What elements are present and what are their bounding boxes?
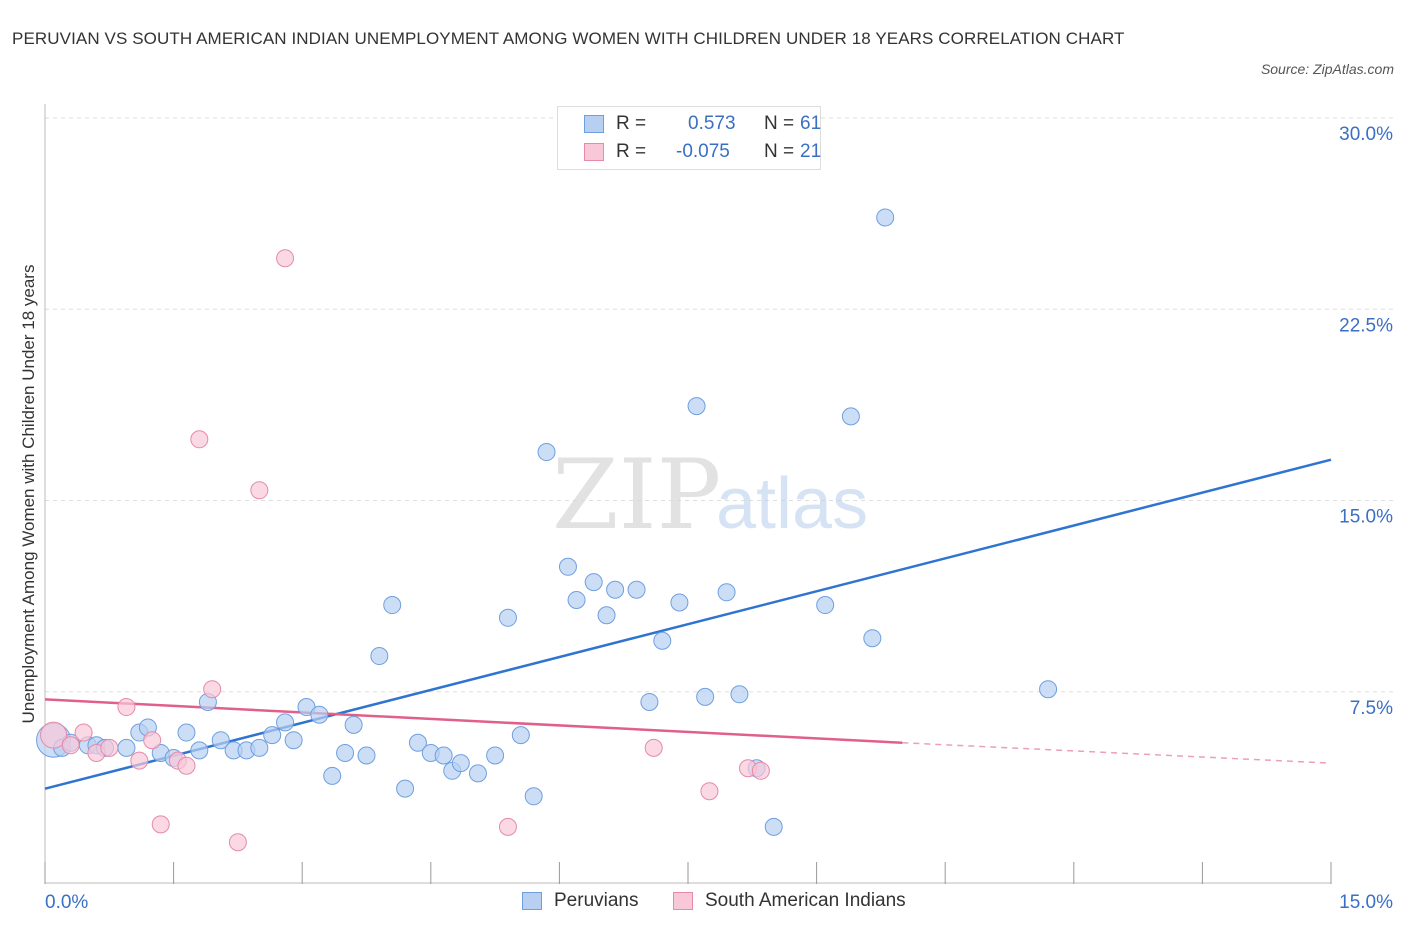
watermark: ZIP atlas bbox=[552, 439, 868, 551]
point-peruvians bbox=[584, 573, 603, 592]
point-south-american-indians bbox=[644, 738, 663, 757]
trendline-south-american-indians-dashed bbox=[902, 742, 1332, 764]
point-peruvians bbox=[370, 647, 389, 666]
point-peruvians bbox=[336, 743, 355, 762]
point-peruvians bbox=[863, 629, 882, 648]
point-peruvians bbox=[816, 596, 835, 615]
point-peruvians bbox=[190, 741, 209, 760]
trendline-peruvians bbox=[44, 458, 1332, 790]
point-peruvians bbox=[344, 715, 363, 734]
point-peruvians bbox=[687, 397, 706, 416]
point-peruvians bbox=[357, 746, 376, 765]
point-south-american-indians bbox=[228, 833, 247, 852]
point-peruvians bbox=[408, 733, 427, 752]
point-peruvians bbox=[434, 746, 453, 765]
x-tick-label: 0.0% bbox=[45, 892, 88, 913]
legend-r-label: R = bbox=[616, 113, 647, 134]
legend-r-value: -0.075 bbox=[676, 141, 730, 162]
y-tick-label: 7.5% bbox=[1350, 698, 1393, 719]
point-peruvians bbox=[310, 705, 329, 724]
point-peruvians bbox=[383, 596, 402, 615]
y-axis-label: Unemployment Among Women with Children U… bbox=[19, 265, 38, 724]
point-peruvians bbox=[468, 764, 487, 783]
point-south-american-indians bbox=[276, 249, 295, 268]
point-peruvians bbox=[730, 685, 749, 704]
tick-labels: 7.5% 15.0% 22.5% 30.0% 0.0% 15.0% bbox=[45, 124, 1393, 913]
bottom-legend-label-south-american-indians: South American Indians bbox=[705, 890, 906, 911]
point-peruvians bbox=[640, 692, 659, 711]
point-south-american-indians bbox=[40, 721, 68, 749]
point-peruvians bbox=[211, 731, 230, 750]
bottom-legend-swatch-south-american-indians bbox=[673, 892, 693, 910]
chart-title: PERUVIAN VS SOUTH AMERICAN INDIAN UNEMPL… bbox=[12, 29, 1125, 48]
source-label: Source: ZipAtlas.com bbox=[1260, 61, 1394, 77]
point-peruvians bbox=[567, 590, 586, 609]
point-peruvians bbox=[177, 723, 196, 742]
point-peruvians bbox=[451, 754, 470, 773]
point-peruvians bbox=[537, 443, 556, 462]
legend-n-label: N = bbox=[764, 113, 795, 134]
point-peruvians bbox=[653, 631, 672, 650]
point-south-american-indians bbox=[74, 723, 93, 742]
point-peruvians bbox=[627, 580, 646, 599]
point-south-american-indians bbox=[498, 817, 517, 836]
point-peruvians bbox=[841, 407, 860, 426]
point-peruvians bbox=[597, 606, 616, 625]
legend-swatch-peruvians bbox=[584, 115, 604, 133]
x-tick-label: 15.0% bbox=[1339, 892, 1393, 913]
point-peruvians bbox=[117, 738, 136, 757]
legend-n-value: 61 bbox=[800, 113, 822, 134]
point-south-american-indians bbox=[151, 815, 170, 834]
point-peruvians bbox=[396, 779, 415, 798]
legend-r-label: R = bbox=[616, 141, 647, 162]
point-peruvians bbox=[250, 738, 269, 757]
bottom-legend-swatch-peruvians bbox=[522, 892, 542, 910]
correlation-legend: R = 0.573 N = 61 R = -0.075 N = 21 bbox=[557, 106, 821, 170]
point-south-american-indians bbox=[751, 761, 770, 780]
point-south-american-indians bbox=[250, 481, 269, 500]
grid-lines bbox=[45, 117, 1394, 693]
legend-n-value: 21 bbox=[800, 141, 822, 162]
point-peruvians bbox=[284, 731, 303, 750]
point-south-american-indians bbox=[700, 782, 719, 801]
legend-r-value: 0.573 bbox=[688, 113, 736, 134]
point-peruvians bbox=[524, 787, 543, 806]
point-peruvians bbox=[1039, 680, 1058, 699]
point-south-american-indians bbox=[177, 756, 196, 775]
y-tick-label: 15.0% bbox=[1339, 507, 1393, 528]
watermark-zip: ZIP bbox=[552, 439, 721, 551]
y-tick-label: 22.5% bbox=[1339, 315, 1393, 336]
trendline-south-american-indians bbox=[44, 698, 903, 744]
point-peruvians bbox=[263, 726, 282, 745]
point-peruvians bbox=[486, 746, 505, 765]
point-south-american-indians bbox=[203, 680, 222, 699]
point-peruvians bbox=[606, 580, 625, 599]
point-peruvians bbox=[276, 713, 295, 732]
point-peruvians bbox=[558, 557, 577, 576]
point-peruvians bbox=[323, 766, 342, 785]
point-south-american-indians bbox=[117, 698, 136, 717]
point-peruvians bbox=[764, 817, 783, 836]
point-south-american-indians bbox=[61, 736, 80, 755]
point-south-american-indians bbox=[190, 430, 209, 449]
legend-swatch-south-american-indians bbox=[584, 143, 604, 161]
y-tick-label: 30.0% bbox=[1339, 124, 1393, 145]
point-south-american-indians bbox=[130, 751, 149, 770]
point-peruvians bbox=[876, 208, 895, 227]
data-points bbox=[36, 208, 1058, 852]
point-peruvians bbox=[717, 583, 736, 602]
legend-n-label: N = bbox=[764, 141, 795, 162]
bottom-legend-label-peruvians: Peruvians bbox=[554, 890, 639, 911]
trendlines bbox=[44, 458, 1332, 790]
point-south-american-indians bbox=[100, 738, 119, 757]
point-peruvians bbox=[498, 608, 517, 627]
point-peruvians bbox=[696, 687, 715, 706]
point-peruvians bbox=[670, 593, 689, 612]
point-peruvians bbox=[511, 726, 530, 745]
watermark-atlas: atlas bbox=[716, 464, 868, 544]
point-south-american-indians bbox=[143, 731, 162, 750]
